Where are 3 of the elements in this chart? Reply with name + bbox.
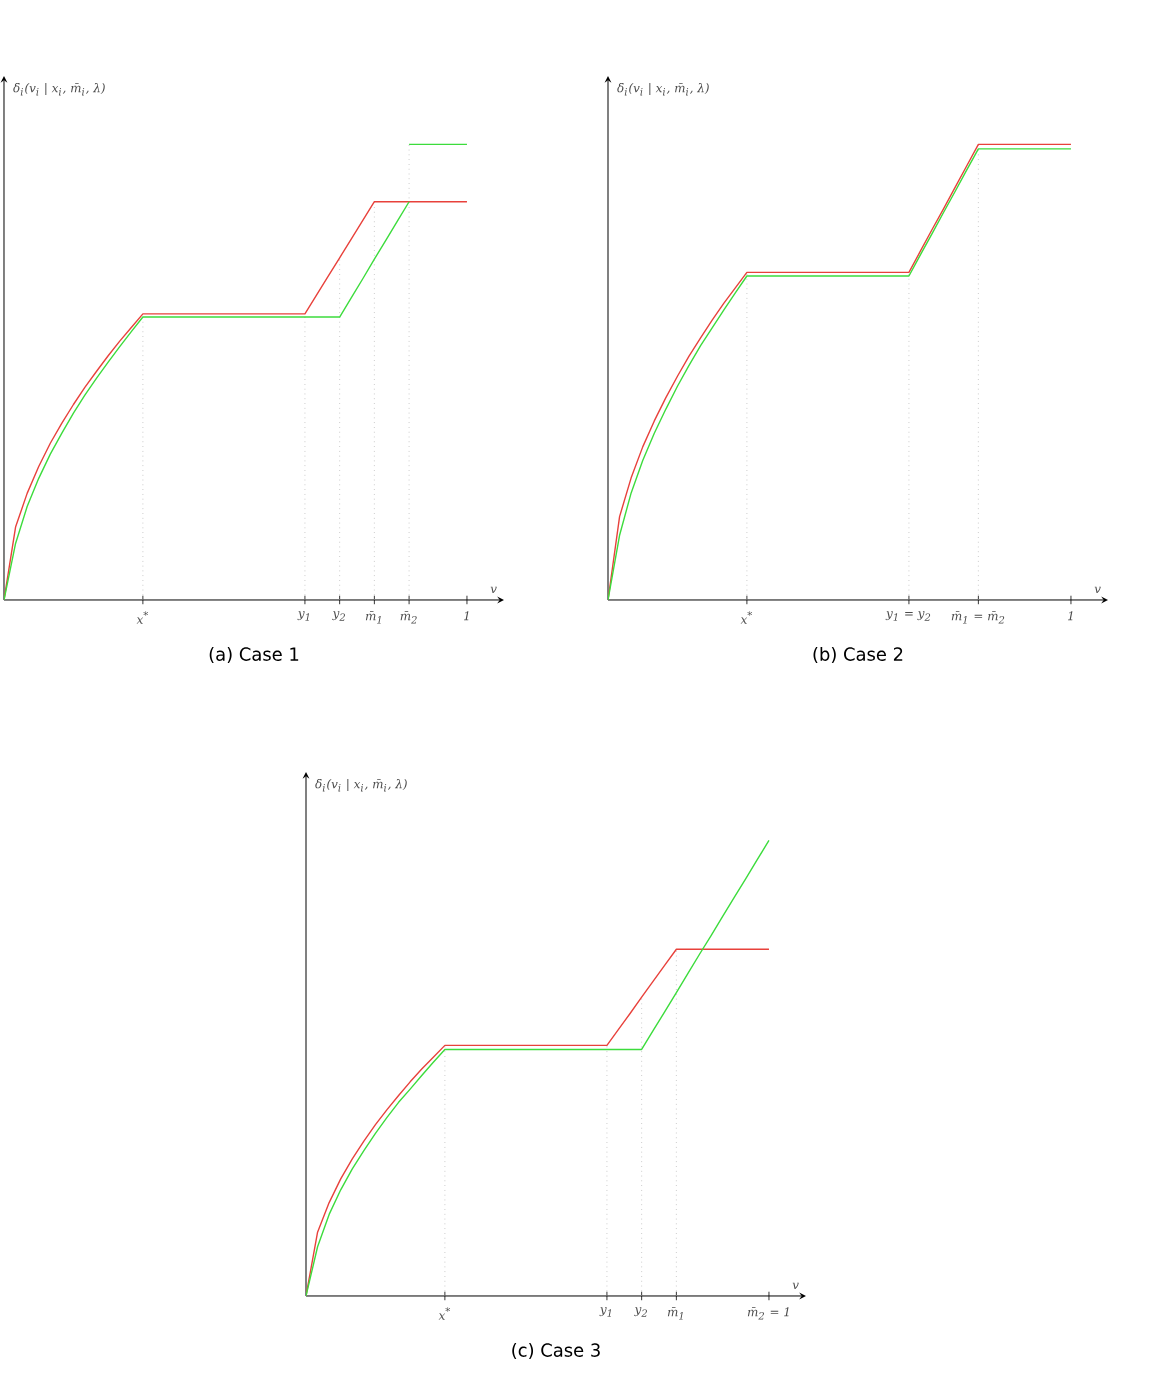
text: (c) Case 3 <box>512 1343 600 1360</box>
text: (a) Case 1 <box>209 647 299 663</box>
text: (b) Case 2 <box>813 647 903 664</box>
